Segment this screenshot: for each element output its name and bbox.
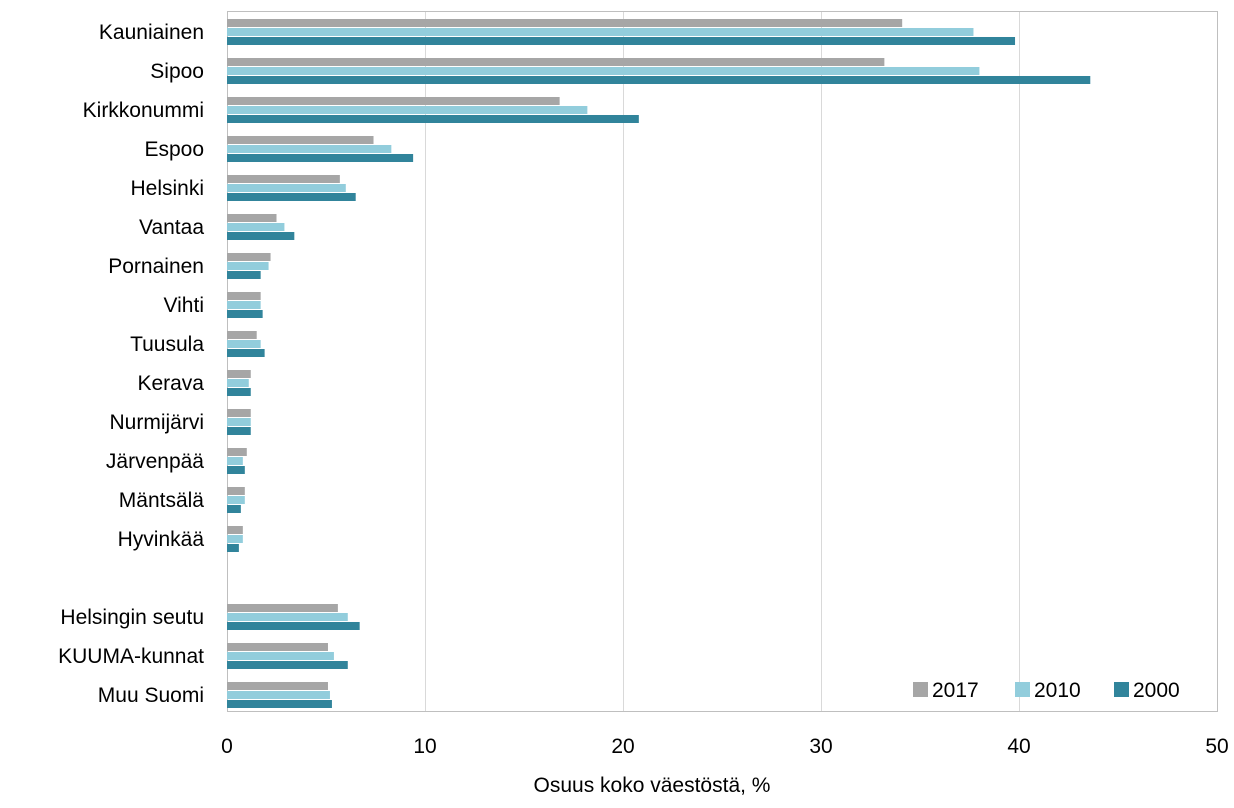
category-label: Tuusula [130, 333, 204, 356]
bar-2017 [227, 604, 338, 612]
category-label: Sipoo [150, 60, 204, 83]
bar-2010 [227, 223, 285, 231]
legend-label: 2000 [1133, 679, 1180, 702]
bar-2017 [227, 331, 257, 339]
bar-2000 [227, 37, 1016, 45]
bar-2017 [227, 643, 328, 651]
bar-2000 [227, 310, 263, 318]
bar-2017 [227, 253, 271, 261]
bar-2010 [227, 652, 334, 660]
bar-2010 [227, 613, 348, 621]
x-tick-label: 10 [413, 735, 436, 758]
x-tick-label: 20 [611, 735, 634, 758]
bar-2010 [227, 262, 269, 270]
bar-2000 [227, 271, 261, 279]
bar-2000 [227, 700, 332, 708]
legend-swatch-2010 [1015, 682, 1030, 697]
x-tick-label: 40 [1007, 735, 1030, 758]
bar-2010 [227, 301, 261, 309]
bar-2017 [227, 448, 247, 456]
plot-area [227, 11, 1218, 712]
bar-2010 [227, 340, 261, 348]
category-label: Mäntsälä [119, 489, 205, 512]
bar-2010 [227, 184, 346, 192]
legend-swatch-2000 [1114, 682, 1129, 697]
bar-2017 [227, 682, 328, 690]
x-tick-label: 0 [221, 735, 233, 758]
bar-2010 [227, 457, 243, 465]
legend: 2017 2010 2000 [913, 679, 1180, 702]
bars [227, 19, 1091, 708]
bar-2000 [227, 544, 239, 552]
category-label: Helsingin seutu [60, 606, 204, 629]
bar-2010 [227, 28, 974, 36]
category-label: Kirkkonummi [83, 99, 204, 122]
category-label: Hyvinkää [118, 528, 205, 551]
bar-2010 [227, 496, 245, 504]
category-label: Kerava [137, 372, 204, 395]
x-tick-label: 30 [809, 735, 832, 758]
category-label: Vihti [164, 294, 204, 317]
x-axis-title: Osuus koko väestöstä, % [534, 774, 771, 797]
bar-2017 [227, 97, 560, 105]
category-label: Helsinki [130, 177, 204, 200]
bar-2000 [227, 193, 356, 201]
bar-2017 [227, 214, 277, 222]
category-label: Kauniainen [99, 21, 204, 44]
category-labels: Kauniainen Sipoo Kirkkonummi Espoo Helsinki V… [58, 21, 204, 707]
legend-swatch-2017 [913, 682, 928, 697]
x-tick-labels: 0 10 20 30 40 50 [221, 735, 1229, 758]
bar-2017 [227, 370, 251, 378]
bar-2017 [227, 292, 261, 300]
bar-2010 [227, 691, 330, 699]
category-label: Vantaa [139, 216, 204, 239]
bar-2017 [227, 175, 340, 183]
bar-2000 [227, 466, 245, 474]
bar-2000 [227, 622, 360, 630]
bar-2010 [227, 535, 243, 543]
bar-2000 [227, 661, 348, 669]
category-label: Nurmijärvi [110, 411, 205, 434]
bar-2017 [227, 19, 903, 27]
bar-2010 [227, 379, 249, 387]
bar-2000 [227, 427, 251, 435]
category-label: Espoo [144, 138, 204, 161]
bar-2000 [227, 115, 639, 123]
bar-2017 [227, 136, 374, 144]
bar-2000 [227, 76, 1091, 84]
bar-2017 [227, 409, 251, 417]
bar-2000 [227, 388, 251, 396]
bar-2000 [227, 505, 241, 513]
bar-2010 [227, 106, 588, 114]
bar-2010 [227, 418, 251, 426]
legend-label: 2010 [1034, 679, 1081, 702]
gridlines [425, 12, 1020, 711]
category-label: Järvenpää [106, 450, 204, 473]
bar-2017 [227, 526, 243, 534]
category-label: KUUMA-kunnat [58, 645, 204, 668]
bar-2010 [227, 67, 980, 75]
bar-2000 [227, 154, 414, 162]
category-label: Muu Suomi [98, 684, 204, 707]
bar-2000 [227, 232, 295, 240]
category-label: Pornainen [108, 255, 204, 278]
legend-label: 2017 [932, 679, 979, 702]
bar-2017 [227, 58, 885, 66]
bar-2010 [227, 145, 392, 153]
bar-2017 [227, 487, 245, 495]
bar-2000 [227, 349, 265, 357]
x-tick-label: 50 [1205, 735, 1228, 758]
